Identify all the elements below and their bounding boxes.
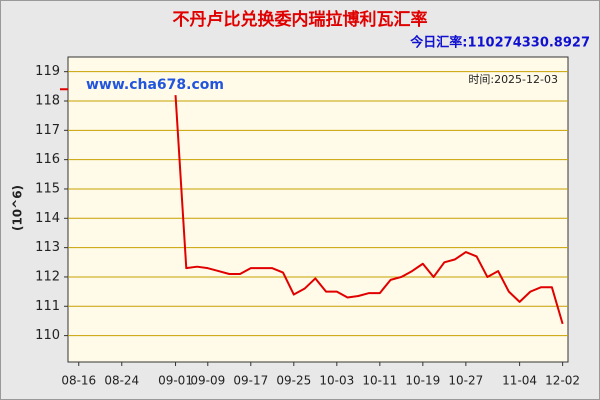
x-tick-label: 11-04 (502, 374, 537, 388)
y-tick-label: 112 (35, 269, 60, 284)
y-tick-label: 114 (35, 211, 60, 226)
x-tick-label: 09-09 (190, 374, 225, 388)
y-tick-label: 113 (35, 240, 60, 255)
line-series (60, 88, 564, 325)
x-tick-label: 08-24 (104, 374, 139, 388)
time-label: 时间:2025-12-03 (468, 73, 558, 86)
y-axis-label: (10^6) (11, 185, 25, 231)
x-tick-label: 08-16 (61, 374, 96, 388)
plot-area (67, 56, 569, 363)
watermark: www.cha678.com (86, 77, 224, 93)
x-tick-label: 10-11 (362, 374, 397, 388)
chart-title: 不丹卢比兑换委内瑞拉博利瓦汇率 (173, 9, 428, 30)
y-tick-label: 115 (35, 181, 60, 196)
x-tick-label: 09-01 (158, 374, 193, 388)
x-tick-label: 09-25 (276, 374, 311, 388)
current-rate: 今日汇率:110274330.8927 (409, 35, 590, 51)
x-tick-label: 12-02 (545, 374, 580, 388)
y-tick-label: 119 (35, 64, 60, 79)
y-tick-label: 118 (35, 93, 60, 108)
x-tick-label: 10-27 (448, 374, 483, 388)
x-tick-label: 10-19 (405, 374, 440, 388)
y-tick-label: 111 (35, 299, 60, 314)
y-tick-label: 110 (35, 328, 60, 343)
x-tick-label: 10-03 (319, 374, 354, 388)
y-tick-label: 116 (35, 152, 60, 167)
y-tick-label: 117 (35, 123, 60, 138)
x-tick-label: 09-17 (233, 374, 268, 388)
